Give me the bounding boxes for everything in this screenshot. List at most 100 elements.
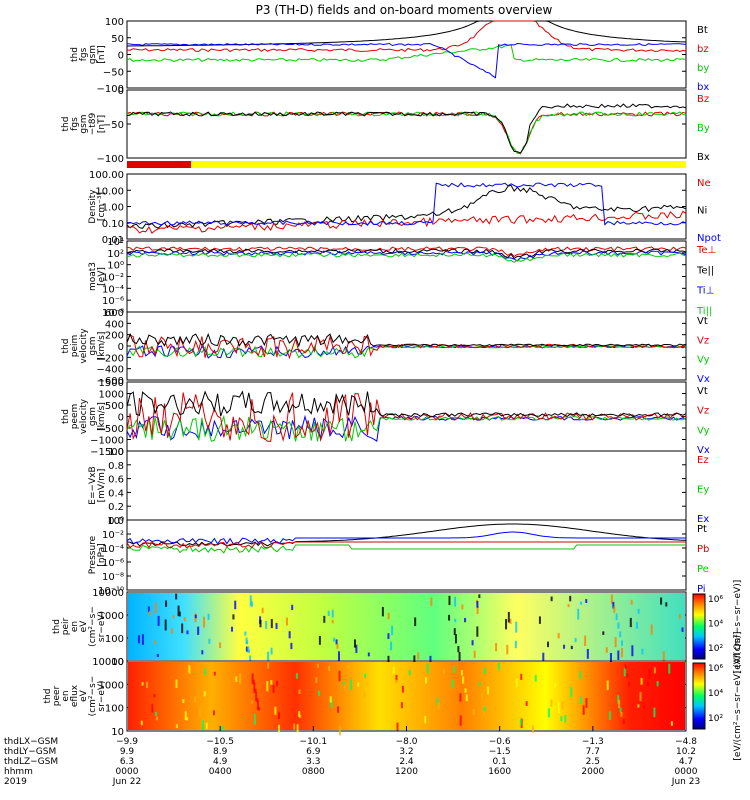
spectrogram-cell — [146, 681, 149, 689]
ytick-label: 10⁻⁶ — [102, 558, 124, 569]
spectrogram-cell — [395, 674, 398, 683]
spectrogram-cell — [542, 652, 545, 662]
mode-bar-red — [127, 161, 191, 168]
spectrogram-cell — [608, 711, 611, 720]
spectrogram-cell — [617, 650, 620, 660]
spectrogram-cell — [265, 620, 268, 629]
spectrogram-cell — [201, 650, 204, 655]
spectrogram-cell — [381, 606, 384, 617]
spectrogram-cell — [550, 699, 553, 707]
spectrogram-cell — [266, 681, 269, 692]
spectrogram-cell — [615, 613, 618, 621]
spectrogram-cell — [429, 655, 432, 665]
xaxis-row-label: thdLZ−GSM — [4, 757, 58, 767]
spectrogram-cell — [335, 639, 338, 645]
ylabel-line: [cm⁻³] — [97, 192, 107, 221]
spectrogram-cell — [253, 714, 256, 725]
spectrogram-cell — [145, 607, 148, 618]
spectrogram-cell — [472, 708, 475, 715]
spectrogram-cell — [155, 716, 158, 721]
spectrogram-cell — [155, 712, 158, 716]
spectrogram-cell — [184, 711, 187, 721]
spectrogram-cell — [606, 680, 609, 691]
ylabel-line: peir — [61, 617, 71, 635]
spectrogram-cell — [622, 719, 625, 725]
series-line-Bx — [126, 103, 687, 154]
xtick-label: Jun 22 — [112, 777, 141, 787]
spectrogram-cell — [182, 699, 185, 704]
spectrogram-cell — [461, 604, 464, 610]
spectrogram-cell — [476, 626, 479, 637]
spectrogram-cell — [290, 642, 293, 650]
ytick-label: 0.4 — [108, 488, 124, 499]
spectrogram-cell — [514, 640, 517, 649]
ylabel-line: sr−eV) — [97, 680, 107, 711]
ytick-label: 10⁻¹⁰ — [98, 586, 124, 597]
spectrogram-cell — [424, 677, 427, 684]
ytick-label: 0.8 — [108, 461, 124, 472]
spectrogram-cell — [140, 720, 143, 726]
spectrogram-cell — [185, 717, 188, 721]
spectrogram-cell — [617, 695, 620, 704]
spectrogram-cell — [505, 618, 508, 630]
series-line-Vz — [126, 334, 687, 360]
legend-Vx: Vx — [697, 445, 710, 456]
spectrogram-cell — [234, 600, 237, 610]
spectrogram-cell — [448, 595, 451, 606]
xtick-label: 2.4 — [399, 757, 414, 767]
ytick-label: 1000 — [99, 390, 124, 401]
spectrogram-cell — [330, 698, 333, 708]
legend-Bt: Bt — [697, 25, 708, 36]
series-line-Ti|| — [126, 252, 687, 263]
panel-frame-7 — [126, 519, 687, 591]
spectrogram-cell — [531, 725, 534, 733]
spectrogram-cell — [464, 688, 467, 693]
ylabel-line: gsm — [88, 407, 98, 426]
spectrogram-cell — [295, 673, 298, 679]
spectrogram-cell — [557, 701, 560, 713]
spectrogram-cell — [316, 663, 319, 668]
spectrogram-cell — [391, 625, 394, 635]
spectrogram-cell — [153, 694, 156, 698]
spectrogram-cell — [387, 633, 390, 639]
ytick-label: −1000 — [90, 436, 124, 447]
spectrogram-cell — [231, 626, 234, 632]
spectrogram-cell — [253, 682, 256, 693]
spectrogram-cell — [203, 691, 206, 697]
ylabel-line: thd — [61, 117, 71, 132]
ytick-label: 0.0 — [108, 516, 124, 527]
xtick-label: −1.3 — [582, 737, 604, 747]
spectrogram-cell — [259, 619, 262, 628]
ytick-label: 0.6 — [108, 475, 124, 486]
series-line-bz — [126, 20, 687, 53]
spectrogram-cell — [207, 613, 210, 620]
spectrogram-cell — [254, 688, 257, 694]
spectrogram-cell — [293, 723, 296, 730]
spectrogram-cell — [337, 651, 340, 662]
spectrogram-cell — [631, 645, 634, 657]
spectrogram-cell — [619, 631, 622, 638]
spectrogram-cell — [453, 666, 456, 673]
spectrogram-cell — [637, 608, 640, 614]
colorbar-tick: 10⁴ — [708, 689, 723, 699]
spectrogram-cell — [328, 665, 331, 671]
spectrogram-cell — [639, 692, 642, 702]
xtick-label: 8.9 — [213, 747, 228, 757]
spectrogram-cell — [252, 679, 255, 685]
spectrogram-cell — [507, 611, 510, 623]
spectrogram-cell — [464, 617, 467, 623]
xtick-label: 0400 — [209, 767, 232, 777]
spectrogram-cell — [331, 609, 334, 618]
ylabel-line: thd — [70, 47, 80, 62]
spectrogram-cell — [278, 724, 281, 733]
spectrogram-cell — [525, 701, 528, 706]
spectrogram-cell — [141, 682, 144, 686]
spectrogram-cell — [426, 663, 429, 674]
ylabel-line: thd — [61, 409, 71, 424]
spectrogram-cell — [338, 725, 341, 736]
spectrogram-cell — [331, 619, 334, 624]
series-line-Ni — [126, 184, 687, 229]
spectrogram-cell — [459, 715, 462, 726]
ytick-label: 10⁰ — [107, 261, 124, 272]
